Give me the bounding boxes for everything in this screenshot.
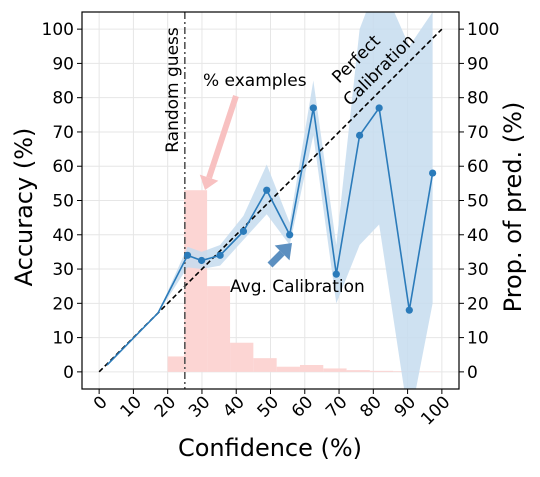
calibration-point bbox=[376, 104, 383, 111]
y-axis-title: Accuracy (%) bbox=[10, 128, 38, 287]
examples-label: % examples bbox=[203, 71, 307, 91]
avg-calibration-label: Avg. Calibration bbox=[230, 277, 365, 297]
y2-tick-label: 40 bbox=[467, 226, 489, 246]
y2-tick-label: 60 bbox=[467, 157, 489, 177]
y2-tick-label: 0 bbox=[467, 363, 478, 383]
x-tick-label: 60 bbox=[288, 392, 317, 421]
y-tick-label: 0 bbox=[63, 363, 74, 383]
y-tick-label: 100 bbox=[42, 20, 74, 40]
y-tick-label: 80 bbox=[52, 89, 74, 109]
calibration-point bbox=[286, 231, 293, 238]
calibration-point bbox=[240, 228, 247, 235]
y-tick-label: 20 bbox=[52, 294, 74, 314]
calibration-point bbox=[356, 132, 363, 139]
y-tick-label: 50 bbox=[52, 192, 74, 212]
histogram-bar bbox=[323, 368, 346, 371]
y2-axis-title: Prop. of pred. (%) bbox=[499, 102, 527, 313]
y2-tick-label: 50 bbox=[467, 192, 489, 212]
histogram-bar bbox=[207, 286, 230, 372]
histogram-bar bbox=[300, 365, 323, 372]
calibration-point bbox=[429, 169, 436, 176]
histogram-bar bbox=[347, 370, 370, 372]
avg-calibration-arrow-shaft bbox=[270, 253, 282, 265]
y-tick-label: 90 bbox=[52, 54, 74, 74]
y2-tick-label: 30 bbox=[467, 260, 489, 280]
y2-tick-label: 10 bbox=[467, 329, 489, 349]
y-ticks: 0 10 20 30 40 50 60 70 80 90 100 bbox=[42, 20, 82, 383]
y2-ticks: 0 10 20 30 40 50 60 70 80 90 100 bbox=[459, 20, 499, 383]
x-tick-label: 50 bbox=[254, 392, 283, 421]
calibration-point bbox=[263, 187, 270, 194]
y2-tick-label: 90 bbox=[467, 54, 489, 74]
x-tick-label: 90 bbox=[391, 392, 420, 421]
y2-tick-label: 80 bbox=[467, 89, 489, 109]
calibration-point bbox=[198, 257, 205, 264]
x-tick-label: 20 bbox=[151, 392, 180, 421]
y2-tick-label: 70 bbox=[467, 123, 489, 143]
x-tick-label: 10 bbox=[117, 392, 146, 421]
random-guess-label: Random guess bbox=[163, 27, 183, 153]
histogram-bar bbox=[253, 358, 276, 372]
y2-tick-label: 20 bbox=[467, 294, 489, 314]
calibration-point bbox=[217, 252, 224, 259]
y-tick-label: 70 bbox=[52, 123, 74, 143]
y-tick-label: 60 bbox=[52, 157, 74, 177]
calibration-point bbox=[310, 104, 317, 111]
histogram-bar bbox=[230, 343, 253, 372]
histogram-bar bbox=[168, 356, 184, 371]
histogram-bar bbox=[184, 190, 207, 372]
calibration-point bbox=[406, 307, 413, 314]
annotation-arrows bbox=[200, 96, 292, 265]
y-tick-label: 30 bbox=[52, 260, 74, 280]
examples-arrow-shaft bbox=[209, 96, 236, 178]
calibration-point bbox=[184, 252, 191, 259]
x-axis-title: Confidence (%) bbox=[178, 434, 362, 462]
x-tick-label: 80 bbox=[356, 392, 385, 421]
y2-tick-label: 100 bbox=[467, 20, 499, 40]
y-tick-label: 40 bbox=[52, 226, 74, 246]
x-tick-label: 40 bbox=[219, 392, 248, 421]
y-tick-label: 10 bbox=[52, 329, 74, 349]
x-tick-label: 0 bbox=[90, 392, 112, 414]
x-tick-label: 70 bbox=[322, 392, 351, 421]
histogram-bar bbox=[277, 367, 300, 372]
histogram-bar bbox=[370, 371, 393, 372]
x-tick-label: 100 bbox=[417, 392, 454, 429]
x-tick-label: 30 bbox=[185, 392, 214, 421]
